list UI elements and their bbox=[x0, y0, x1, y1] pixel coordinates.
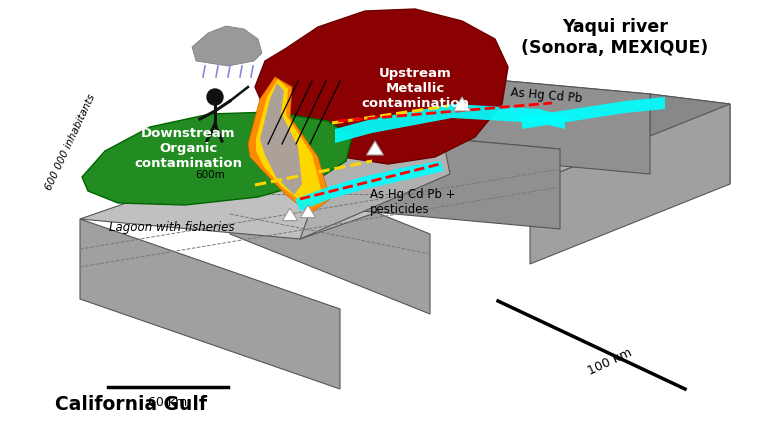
Polygon shape bbox=[283, 209, 298, 221]
Polygon shape bbox=[256, 80, 322, 206]
Polygon shape bbox=[230, 155, 430, 314]
Text: As Hg Cd Pb +
pesticides: As Hg Cd Pb + pesticides bbox=[370, 187, 455, 215]
Polygon shape bbox=[260, 84, 302, 196]
Polygon shape bbox=[366, 141, 383, 156]
Polygon shape bbox=[192, 27, 262, 67]
Text: 600 000 inhabitants: 600 000 inhabitants bbox=[43, 92, 97, 191]
Polygon shape bbox=[450, 95, 730, 184]
Text: Upstream
Metallic
contamination: Upstream Metallic contamination bbox=[361, 66, 469, 109]
Polygon shape bbox=[530, 105, 730, 264]
Text: 100 km: 100 km bbox=[586, 345, 634, 377]
Polygon shape bbox=[335, 105, 565, 144]
Text: 60 km: 60 km bbox=[148, 395, 187, 408]
Polygon shape bbox=[248, 78, 330, 215]
Text: Lagoon with fisheries: Lagoon with fisheries bbox=[109, 221, 235, 234]
Text: As Hg Cd Pb: As Hg Cd Pb bbox=[510, 86, 583, 105]
Polygon shape bbox=[453, 98, 471, 112]
Polygon shape bbox=[255, 10, 508, 165]
Polygon shape bbox=[230, 75, 650, 175]
Polygon shape bbox=[300, 75, 450, 240]
Polygon shape bbox=[82, 113, 352, 206]
Text: California Gulf: California Gulf bbox=[55, 395, 207, 414]
Text: 600m: 600m bbox=[195, 169, 225, 180]
Text: Yaqui river
(Sonora, MEXIQUE): Yaqui river (Sonora, MEXIQUE) bbox=[521, 18, 709, 57]
Polygon shape bbox=[430, 75, 650, 175]
Polygon shape bbox=[300, 206, 316, 218]
Polygon shape bbox=[650, 95, 730, 184]
Polygon shape bbox=[340, 130, 560, 230]
Polygon shape bbox=[80, 130, 560, 240]
Polygon shape bbox=[80, 219, 340, 389]
Polygon shape bbox=[295, 162, 444, 212]
Circle shape bbox=[207, 90, 223, 106]
Text: Downstream
Organic
contamination: Downstream Organic contamination bbox=[134, 126, 242, 169]
Polygon shape bbox=[522, 98, 665, 130]
